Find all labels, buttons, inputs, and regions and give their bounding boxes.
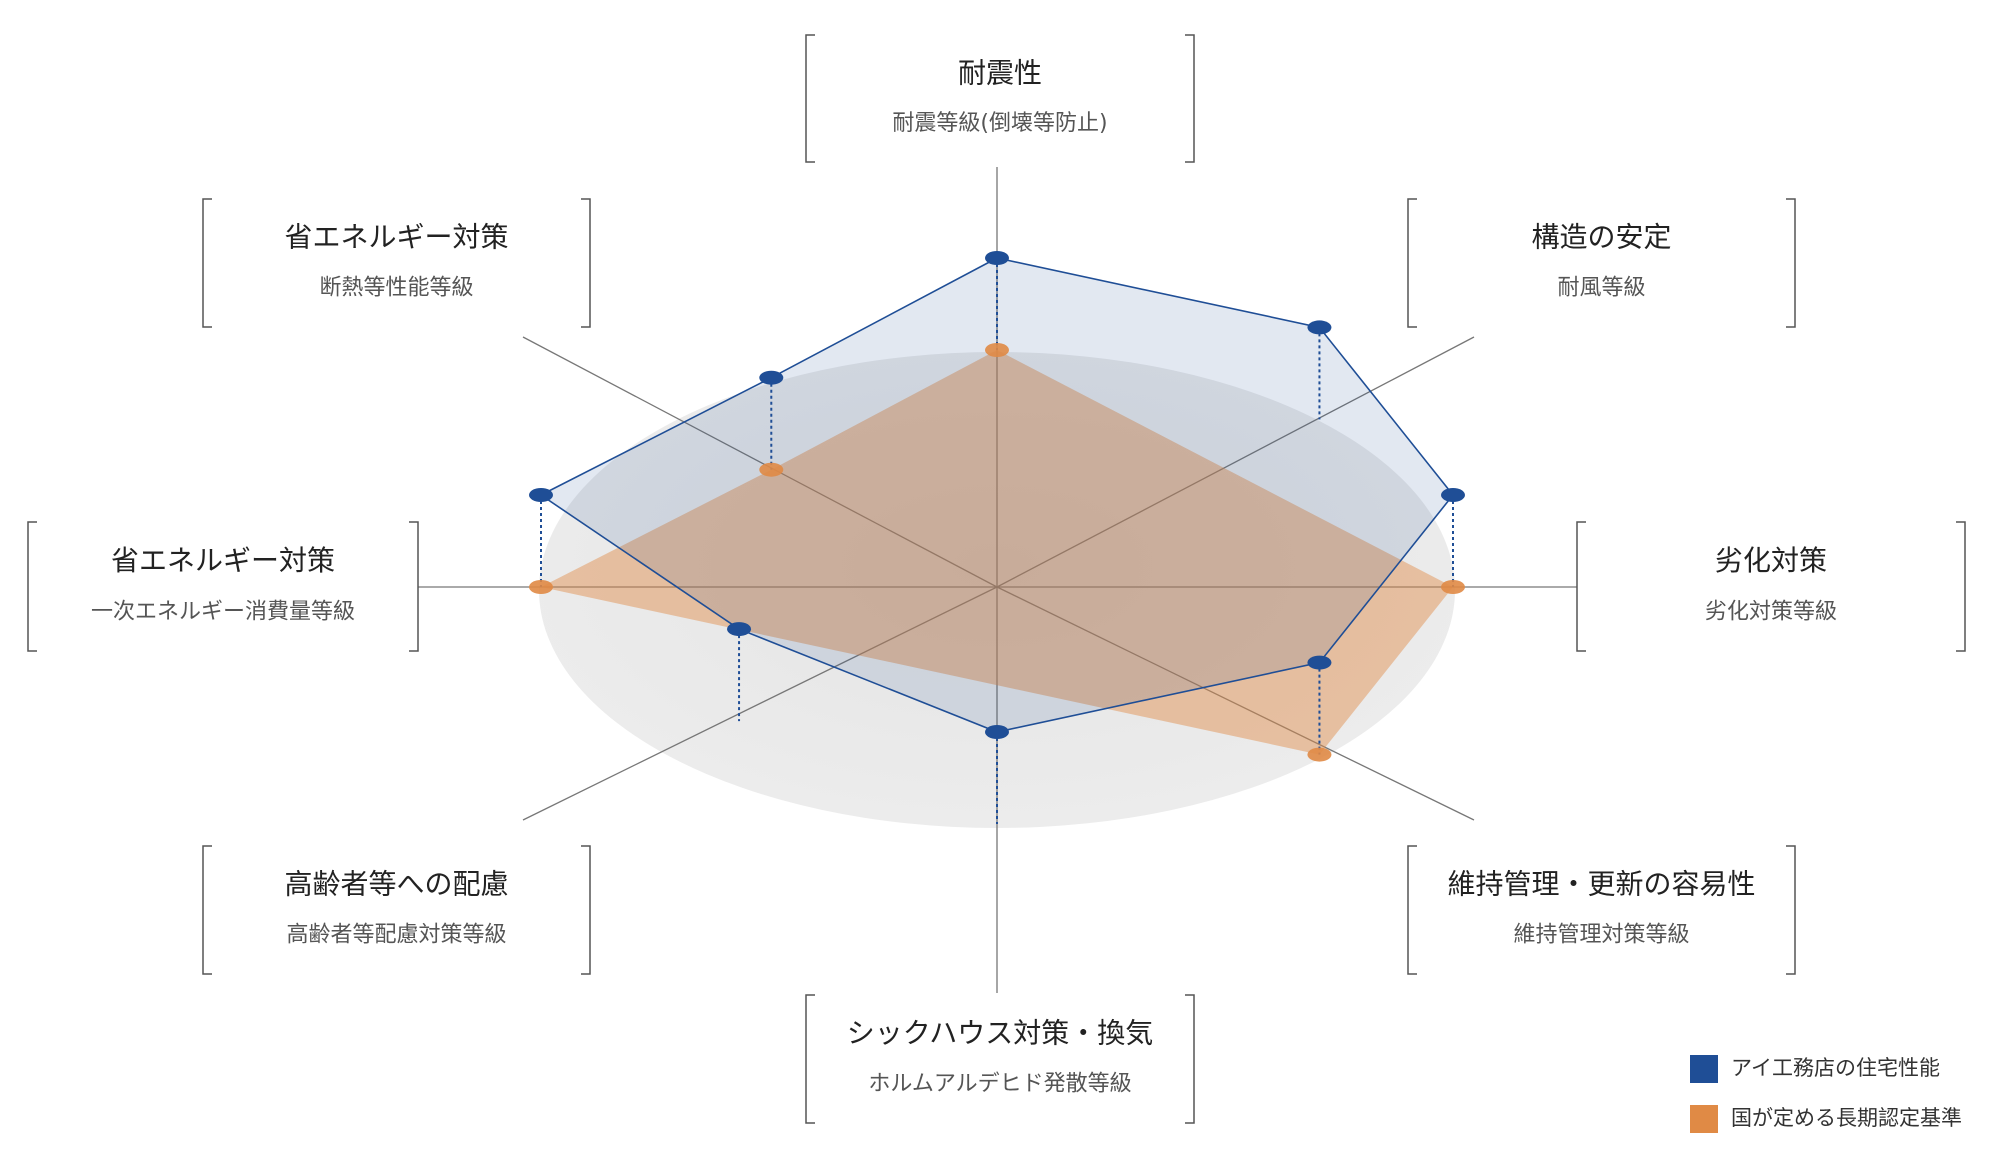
point [529, 580, 553, 594]
label-bracket [805, 34, 1195, 163]
axis-subtitle: ホルムアルデヒド発散等級 [868, 1072, 1131, 1097]
point [985, 343, 1009, 357]
axis-title: 耐震性 [958, 56, 1042, 89]
axis-title: 構造の安定 [1531, 221, 1671, 254]
axis-title: シックハウス対策・換気 [847, 1017, 1154, 1050]
legend-label: 国が定める長期認定基準 [1731, 1106, 1962, 1130]
point [985, 251, 1009, 265]
point [1307, 747, 1332, 762]
axis-title: 高齢者等への配慮 [284, 868, 508, 901]
axis-title: 維持管理・更新の容易性 [1447, 868, 1755, 901]
axis-subtitle: 維持管理対策等級 [1513, 923, 1689, 948]
axis-title: 省エネルギー対策 [111, 544, 335, 577]
axis-subtitle: 耐風等級 [1557, 276, 1645, 301]
axis-subtitle: 断熱等性能等級 [319, 276, 473, 301]
label-bracket [1576, 521, 1966, 652]
label-bracket [1407, 198, 1796, 328]
label-bracket [202, 845, 591, 975]
axis-title: 劣化対策 [1715, 544, 1827, 577]
label-bracket [1407, 845, 1796, 975]
axis-line [522, 336, 998, 588]
label-bracket [202, 198, 591, 328]
point [759, 370, 784, 385]
legend-swatch [1690, 1105, 1718, 1133]
label-bracket [27, 521, 419, 652]
legend-swatch [1690, 1055, 1718, 1083]
point [1307, 655, 1332, 670]
axis-line [522, 586, 998, 821]
series-area [541, 350, 1453, 755]
axis-line [996, 336, 1475, 588]
axis-subtitle: 劣化対策等級 [1705, 599, 1837, 624]
point [1441, 488, 1465, 502]
axis-subtitle: 高齢者等配慮対策等級 [286, 923, 506, 948]
axis-subtitle: 耐震等級(倒壊等防止) [892, 111, 1107, 136]
axis-line [996, 586, 1475, 821]
axis-subtitle: 一次エネルギー消費量等級 [91, 599, 355, 624]
point [1307, 320, 1332, 335]
point [985, 725, 1009, 739]
label-bracket [805, 994, 1195, 1124]
point [727, 622, 752, 637]
point [529, 488, 553, 502]
point [1441, 580, 1465, 594]
axis-title: 省エネルギー対策 [284, 221, 508, 254]
point [759, 462, 784, 477]
legend-label: アイ工務店の住宅性能 [1731, 1056, 1940, 1080]
